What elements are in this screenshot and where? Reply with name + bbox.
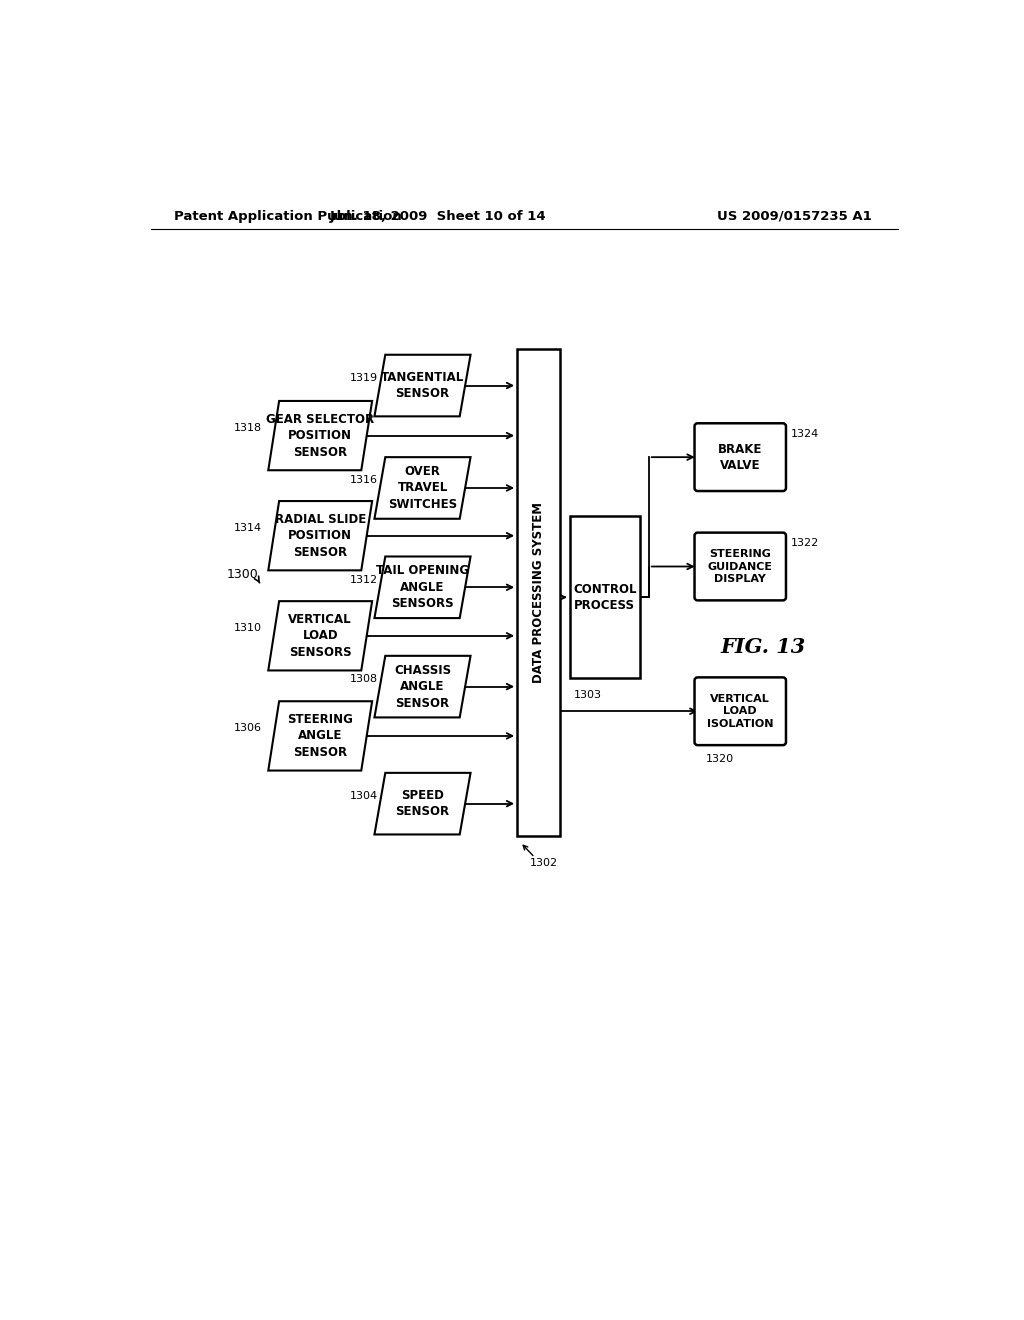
Text: RADIAL SLIDE
POSITION
SENSOR: RADIAL SLIDE POSITION SENSOR [274,512,366,558]
Text: 1322: 1322 [791,539,819,548]
Text: 1300: 1300 [227,568,259,581]
Polygon shape [268,701,372,771]
Text: 1318: 1318 [233,422,261,433]
Polygon shape [375,656,471,718]
FancyBboxPatch shape [694,424,786,491]
Text: Patent Application Publication: Patent Application Publication [174,210,402,223]
FancyBboxPatch shape [569,516,640,678]
Text: 1324: 1324 [791,429,819,440]
Polygon shape [375,355,471,416]
Text: TAIL OPENING
ANGLE
SENSORS: TAIL OPENING ANGLE SENSORS [376,564,469,610]
Text: 1312: 1312 [349,574,378,585]
Text: 1316: 1316 [349,475,378,486]
Text: CHASSIS
ANGLE
SENSOR: CHASSIS ANGLE SENSOR [394,664,451,710]
Text: CONTROL
PROCESS: CONTROL PROCESS [572,583,636,611]
Text: 1303: 1303 [573,690,602,700]
Text: US 2009/0157235 A1: US 2009/0157235 A1 [717,210,872,223]
Text: VERTICAL
LOAD
SENSORS: VERTICAL LOAD SENSORS [289,612,352,659]
Polygon shape [268,502,372,570]
Text: SPEED
SENSOR: SPEED SENSOR [395,789,450,818]
Text: STEERING
ANGLE
SENSOR: STEERING ANGLE SENSOR [288,713,353,759]
Text: BRAKE
VALVE: BRAKE VALVE [718,442,763,471]
Text: 1306: 1306 [233,723,261,733]
Polygon shape [375,457,471,519]
Polygon shape [375,557,471,618]
Text: 1302: 1302 [529,858,558,869]
Text: 1319: 1319 [349,372,378,383]
Text: 1314: 1314 [233,523,261,533]
Text: 1304: 1304 [349,791,378,801]
Text: GEAR SELECTOR
POSITION
SENSOR: GEAR SELECTOR POSITION SENSOR [266,413,374,458]
Polygon shape [375,774,471,834]
Text: OVER
TRAVEL
SWITCHES: OVER TRAVEL SWITCHES [388,465,457,511]
Polygon shape [268,401,372,470]
FancyBboxPatch shape [517,350,560,836]
Text: DATA PROCESSING SYSTEM: DATA PROCESSING SYSTEM [532,502,545,684]
Text: 1308: 1308 [349,675,378,684]
Polygon shape [268,601,372,671]
Text: FIG. 13: FIG. 13 [721,638,806,657]
Text: 1310: 1310 [233,623,261,634]
Text: VERTICAL
LOAD
ISOLATION: VERTICAL LOAD ISOLATION [707,694,773,729]
Text: STEERING
GUIDANCE
DISPLAY: STEERING GUIDANCE DISPLAY [708,549,773,583]
Text: 1320: 1320 [706,754,733,764]
FancyBboxPatch shape [694,677,786,744]
Text: Jun. 18, 2009  Sheet 10 of 14: Jun. 18, 2009 Sheet 10 of 14 [330,210,547,223]
FancyBboxPatch shape [694,533,786,601]
Text: TANGENTIAL
SENSOR: TANGENTIAL SENSOR [381,371,464,400]
